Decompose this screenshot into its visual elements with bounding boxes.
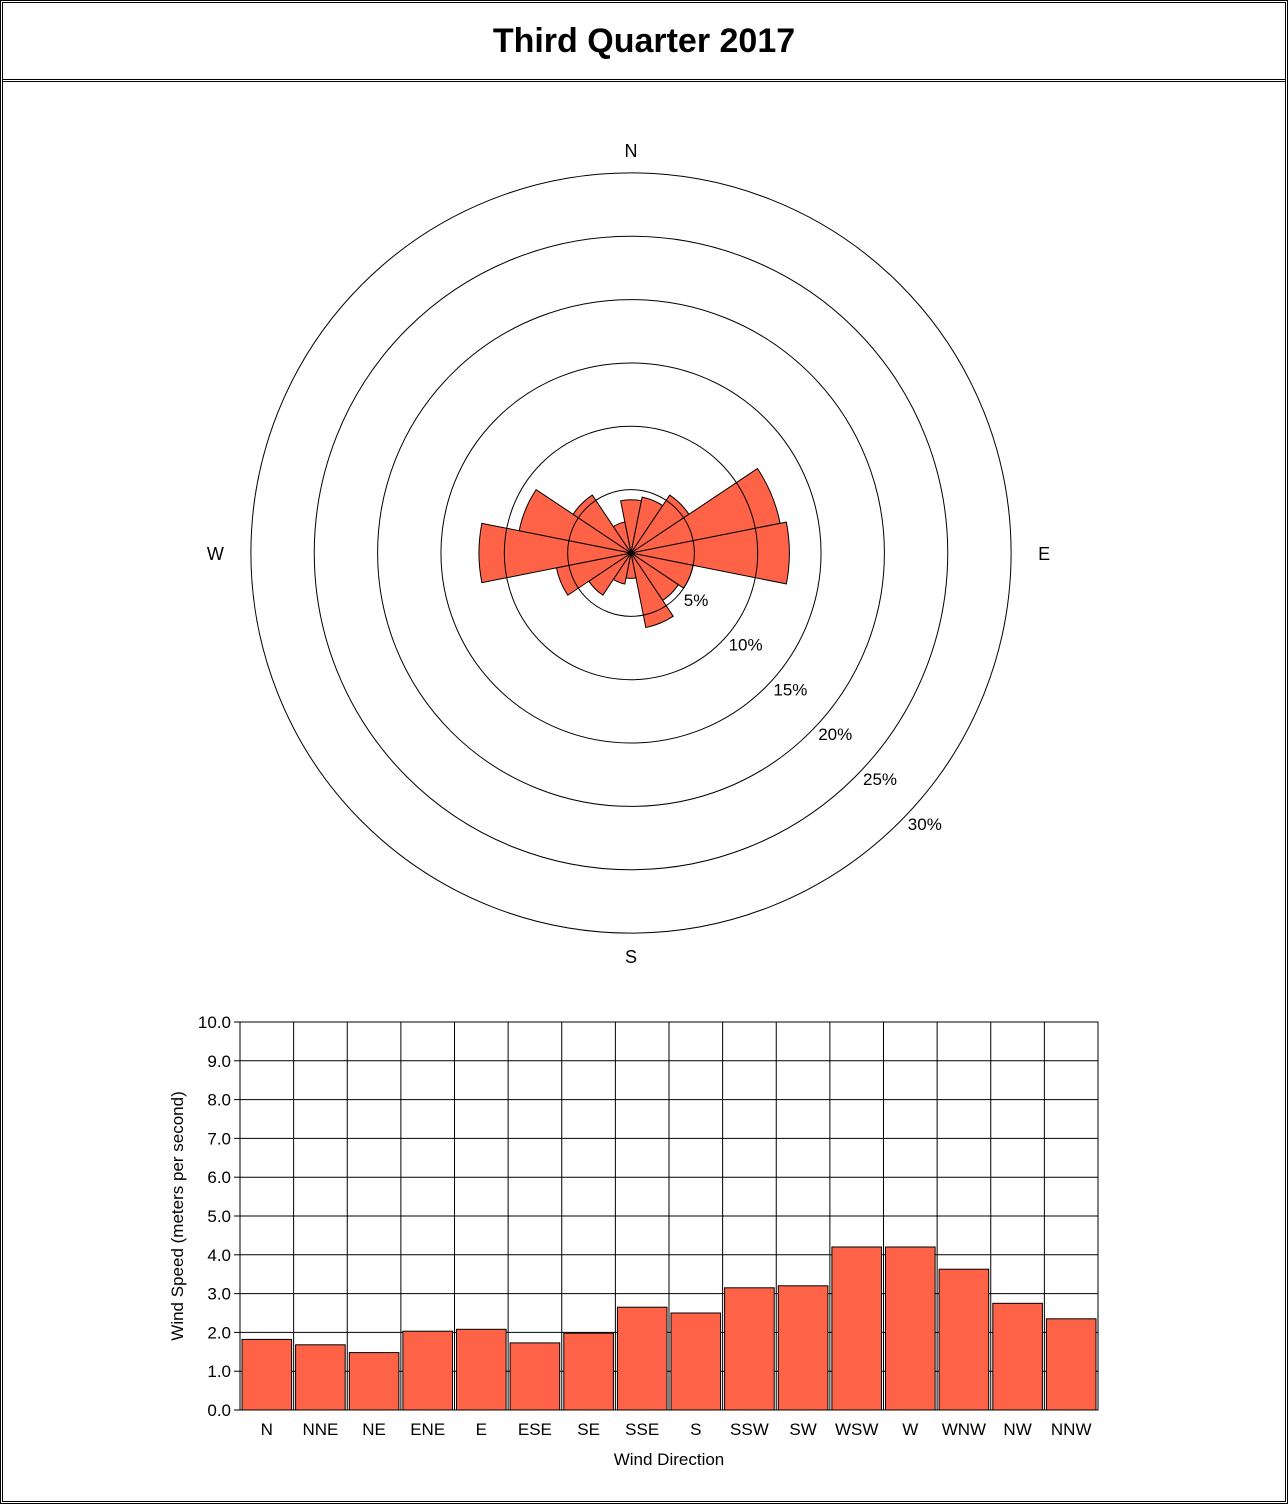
bar-w bbox=[885, 1246, 936, 1411]
x-tick-label: NNE bbox=[302, 1420, 338, 1439]
bar-wnw bbox=[938, 1268, 990, 1411]
rose-ring-label: 10% bbox=[729, 636, 763, 655]
compass-label-w: W bbox=[207, 544, 224, 564]
rose-ring-30 bbox=[250, 172, 1012, 934]
bar-wsw bbox=[831, 1246, 883, 1411]
page-title: Third Quarter 2017 bbox=[3, 3, 1285, 82]
bar-ne bbox=[348, 1352, 400, 1411]
x-tick-label: SSE bbox=[625, 1420, 659, 1439]
plot-border bbox=[239, 1021, 1099, 1411]
x-tick-label: NW bbox=[1003, 1420, 1031, 1439]
rose-ring-label: 30% bbox=[908, 815, 942, 834]
bar-ese bbox=[509, 1342, 561, 1411]
rose-ring-label: 25% bbox=[863, 770, 897, 789]
y-tick-label: 5.0 bbox=[207, 1207, 231, 1226]
x-tick-label: ENE bbox=[410, 1420, 445, 1439]
y-tick-label: 6.0 bbox=[207, 1168, 231, 1187]
x-tick-label: SSW bbox=[730, 1420, 769, 1439]
x-tick-label: N bbox=[261, 1420, 273, 1439]
bar-ene bbox=[402, 1330, 453, 1411]
rose-petal-e bbox=[630, 521, 790, 585]
rose-ring-20 bbox=[377, 299, 885, 807]
y-tick-label: 3.0 bbox=[207, 1285, 231, 1304]
bar-s bbox=[670, 1312, 722, 1411]
x-tick-label: NNW bbox=[1051, 1420, 1092, 1439]
rose-ring-label: 20% bbox=[818, 725, 852, 744]
compass-label-n: N bbox=[625, 141, 638, 161]
rose-ring-10 bbox=[503, 425, 759, 681]
bar-nw bbox=[992, 1302, 1043, 1411]
compass-label-s: S bbox=[625, 947, 637, 967]
rose-petal-nw bbox=[572, 494, 632, 554]
x-tick-label: W bbox=[902, 1420, 918, 1439]
x-tick-label: NE bbox=[362, 1420, 386, 1439]
x-axis-label: Wind Direction bbox=[614, 1450, 725, 1469]
x-tick-label: S bbox=[690, 1420, 701, 1439]
y-tick-label: 2.0 bbox=[207, 1323, 231, 1342]
rose-petal-nnw bbox=[612, 521, 632, 554]
bar-sse bbox=[616, 1306, 668, 1411]
bar-nne bbox=[295, 1344, 346, 1411]
y-tick-label: 4.0 bbox=[207, 1246, 231, 1265]
bar-e bbox=[456, 1328, 507, 1411]
y-axis-label: Wind Speed (meters per second) bbox=[168, 1091, 187, 1340]
x-tick-label: ESE bbox=[518, 1420, 552, 1439]
y-tick-label: 7.0 bbox=[207, 1129, 231, 1148]
wind-rose-chart: 5% 10% 15% 20% 25% 30% N S E W bbox=[207, 141, 1050, 967]
rose-ring-label: 15% bbox=[773, 680, 807, 699]
x-tick-label: SE bbox=[577, 1420, 600, 1439]
y-tick-label: 0.0 bbox=[207, 1401, 231, 1420]
rose-ring-5 bbox=[567, 489, 695, 617]
y-tick-label: 9.0 bbox=[207, 1052, 231, 1071]
rose-petal-w bbox=[478, 522, 632, 584]
rose-ring-label: 5% bbox=[684, 591, 709, 610]
y-tick-label: 1.0 bbox=[207, 1362, 231, 1381]
y-tick-label: 10.0 bbox=[198, 1013, 231, 1032]
bar-n bbox=[241, 1338, 293, 1411]
x-tick-label: SW bbox=[789, 1420, 816, 1439]
rose-petal-wnw bbox=[518, 488, 632, 554]
bar-ssw bbox=[724, 1287, 775, 1411]
bar-sw bbox=[777, 1285, 829, 1411]
rose-ring-15 bbox=[440, 362, 822, 744]
bar-nnw bbox=[1045, 1318, 1097, 1411]
bar-se bbox=[563, 1332, 614, 1411]
compass-label-e: E bbox=[1038, 544, 1050, 564]
rose-petal-sse bbox=[630, 552, 674, 629]
x-tick-label: WNW bbox=[942, 1420, 986, 1439]
rose-ring-25 bbox=[313, 235, 949, 871]
x-tick-label: E bbox=[476, 1420, 487, 1439]
x-tick-label: WSW bbox=[835, 1420, 878, 1439]
y-tick-label: 8.0 bbox=[207, 1091, 231, 1110]
